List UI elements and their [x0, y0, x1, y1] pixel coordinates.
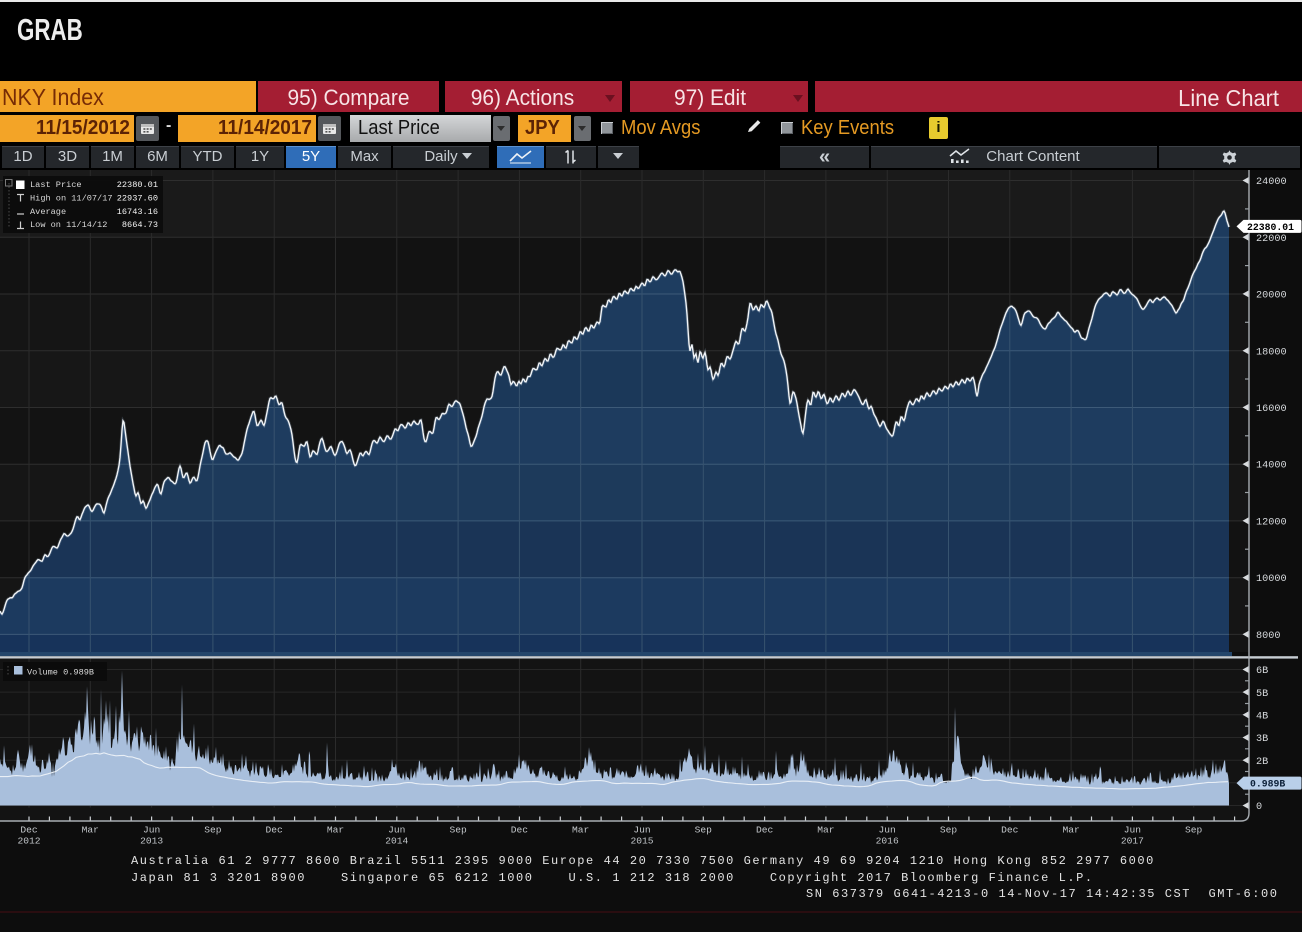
svg-text:Jun: Jun — [1124, 825, 1141, 836]
svg-text:6B: 6B — [1256, 666, 1268, 677]
svg-text:2B: 2B — [1256, 757, 1268, 768]
svg-text:Last Price: Last Price — [30, 180, 82, 190]
svg-text:18000: 18000 — [1256, 347, 1287, 358]
svg-text:22000: 22000 — [1256, 234, 1287, 245]
svg-text:14000: 14000 — [1256, 461, 1287, 472]
svg-text:Volume 0.989B: Volume 0.989B — [27, 668, 94, 678]
svg-text:Mar: Mar — [82, 825, 99, 836]
svg-text:High on 11/07/17: High on 11/07/17 — [30, 193, 113, 203]
svg-text:Dec: Dec — [20, 825, 38, 836]
svg-text:2015: 2015 — [630, 836, 653, 847]
svg-text:12000: 12000 — [1256, 517, 1287, 528]
svg-text:Jun: Jun — [143, 825, 160, 836]
svg-text:Sep: Sep — [204, 825, 222, 836]
svg-text:Dec: Dec — [511, 825, 529, 836]
svg-text:22937.60: 22937.60 — [117, 193, 158, 203]
svg-text:Mar: Mar — [327, 825, 344, 836]
svg-text:24000: 24000 — [1256, 177, 1287, 188]
svg-text:Sep: Sep — [449, 825, 467, 836]
svg-text:Sep: Sep — [695, 825, 713, 836]
svg-text:Mar: Mar — [1062, 825, 1079, 836]
svg-text:Mar: Mar — [817, 825, 834, 836]
svg-text:Mar: Mar — [572, 825, 589, 836]
svg-text:0: 0 — [1256, 802, 1262, 813]
svg-text:5B: 5B — [1256, 689, 1268, 700]
svg-text:Sep: Sep — [940, 825, 958, 836]
svg-text:2014: 2014 — [385, 836, 408, 847]
svg-text:Dec: Dec — [1001, 825, 1019, 836]
svg-text:16743.16: 16743.16 — [117, 207, 158, 217]
svg-text:4B: 4B — [1256, 711, 1268, 722]
svg-text:Average: Average — [30, 207, 66, 217]
svg-text:Jun: Jun — [879, 825, 896, 836]
svg-text:Jun: Jun — [633, 825, 650, 836]
svg-text:2016: 2016 — [876, 836, 899, 847]
svg-text:8000: 8000 — [1256, 631, 1280, 642]
svg-text:0.989B: 0.989B — [1250, 779, 1285, 790]
svg-text:Low on 11/14/12: Low on 11/14/12 — [30, 220, 107, 230]
svg-text:22380.01: 22380.01 — [117, 180, 158, 190]
svg-text:2017: 2017 — [1121, 836, 1144, 847]
svg-text:3B: 3B — [1256, 734, 1268, 745]
svg-text:Sep: Sep — [1185, 825, 1203, 836]
svg-text:10000: 10000 — [1256, 574, 1287, 585]
svg-text:8664.73: 8664.73 — [122, 220, 158, 230]
svg-text:Dec: Dec — [756, 825, 774, 836]
svg-text:Jun: Jun — [388, 825, 405, 836]
svg-text:16000: 16000 — [1256, 404, 1287, 415]
svg-text:22380.01: 22380.01 — [1247, 222, 1294, 233]
svg-text:20000: 20000 — [1256, 291, 1287, 302]
svg-text:2013: 2013 — [140, 836, 163, 847]
svg-text:Dec: Dec — [266, 825, 284, 836]
svg-text:2012: 2012 — [17, 836, 40, 847]
